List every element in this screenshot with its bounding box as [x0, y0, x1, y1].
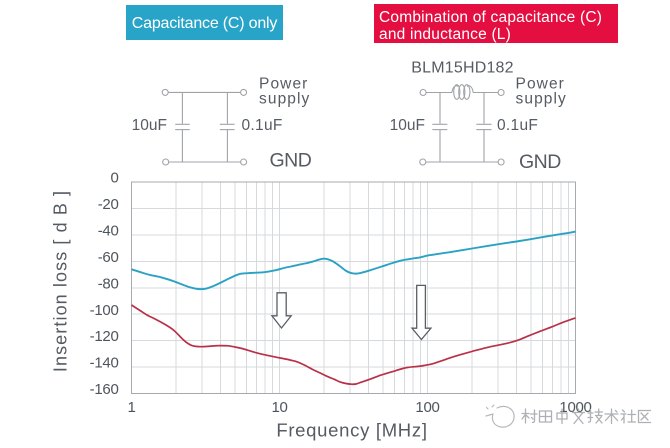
- svg-text:-140: -140: [90, 355, 119, 372]
- svg-text:0.1uF: 0.1uF: [497, 117, 538, 134]
- svg-text:BLM15HD182: BLM15HD182: [411, 60, 514, 77]
- svg-text:1000: 1000: [559, 399, 591, 416]
- svg-text:supply: supply: [259, 91, 310, 108]
- svg-text:0: 0: [110, 170, 118, 187]
- svg-text:Power: Power: [259, 76, 308, 93]
- svg-text:10uF: 10uF: [390, 117, 425, 134]
- svg-text:Insertion loss [ d B ]: Insertion loss [ d B ]: [51, 190, 71, 372]
- svg-text:GND: GND: [270, 150, 312, 172]
- svg-text:Frequency [MHz]: Frequency [MHz]: [276, 420, 427, 441]
- svg-text:0.1uF: 0.1uF: [242, 117, 283, 134]
- svg-text:-100: -100: [90, 302, 119, 319]
- svg-text:-20: -20: [98, 196, 119, 213]
- svg-text:100: 100: [415, 399, 439, 416]
- svg-text:-40: -40: [98, 223, 119, 240]
- svg-text:Power: Power: [516, 76, 565, 93]
- svg-text:-120: -120: [90, 328, 119, 345]
- svg-text:supply: supply: [516, 91, 567, 108]
- svg-text:1: 1: [127, 399, 135, 416]
- svg-text:-160: -160: [90, 381, 119, 398]
- svg-text:-60: -60: [98, 249, 119, 266]
- svg-text:10: 10: [271, 399, 287, 416]
- svg-text:10uF: 10uF: [132, 117, 167, 134]
- svg-text:GND: GND: [519, 151, 561, 173]
- svg-text:-80: -80: [98, 275, 119, 292]
